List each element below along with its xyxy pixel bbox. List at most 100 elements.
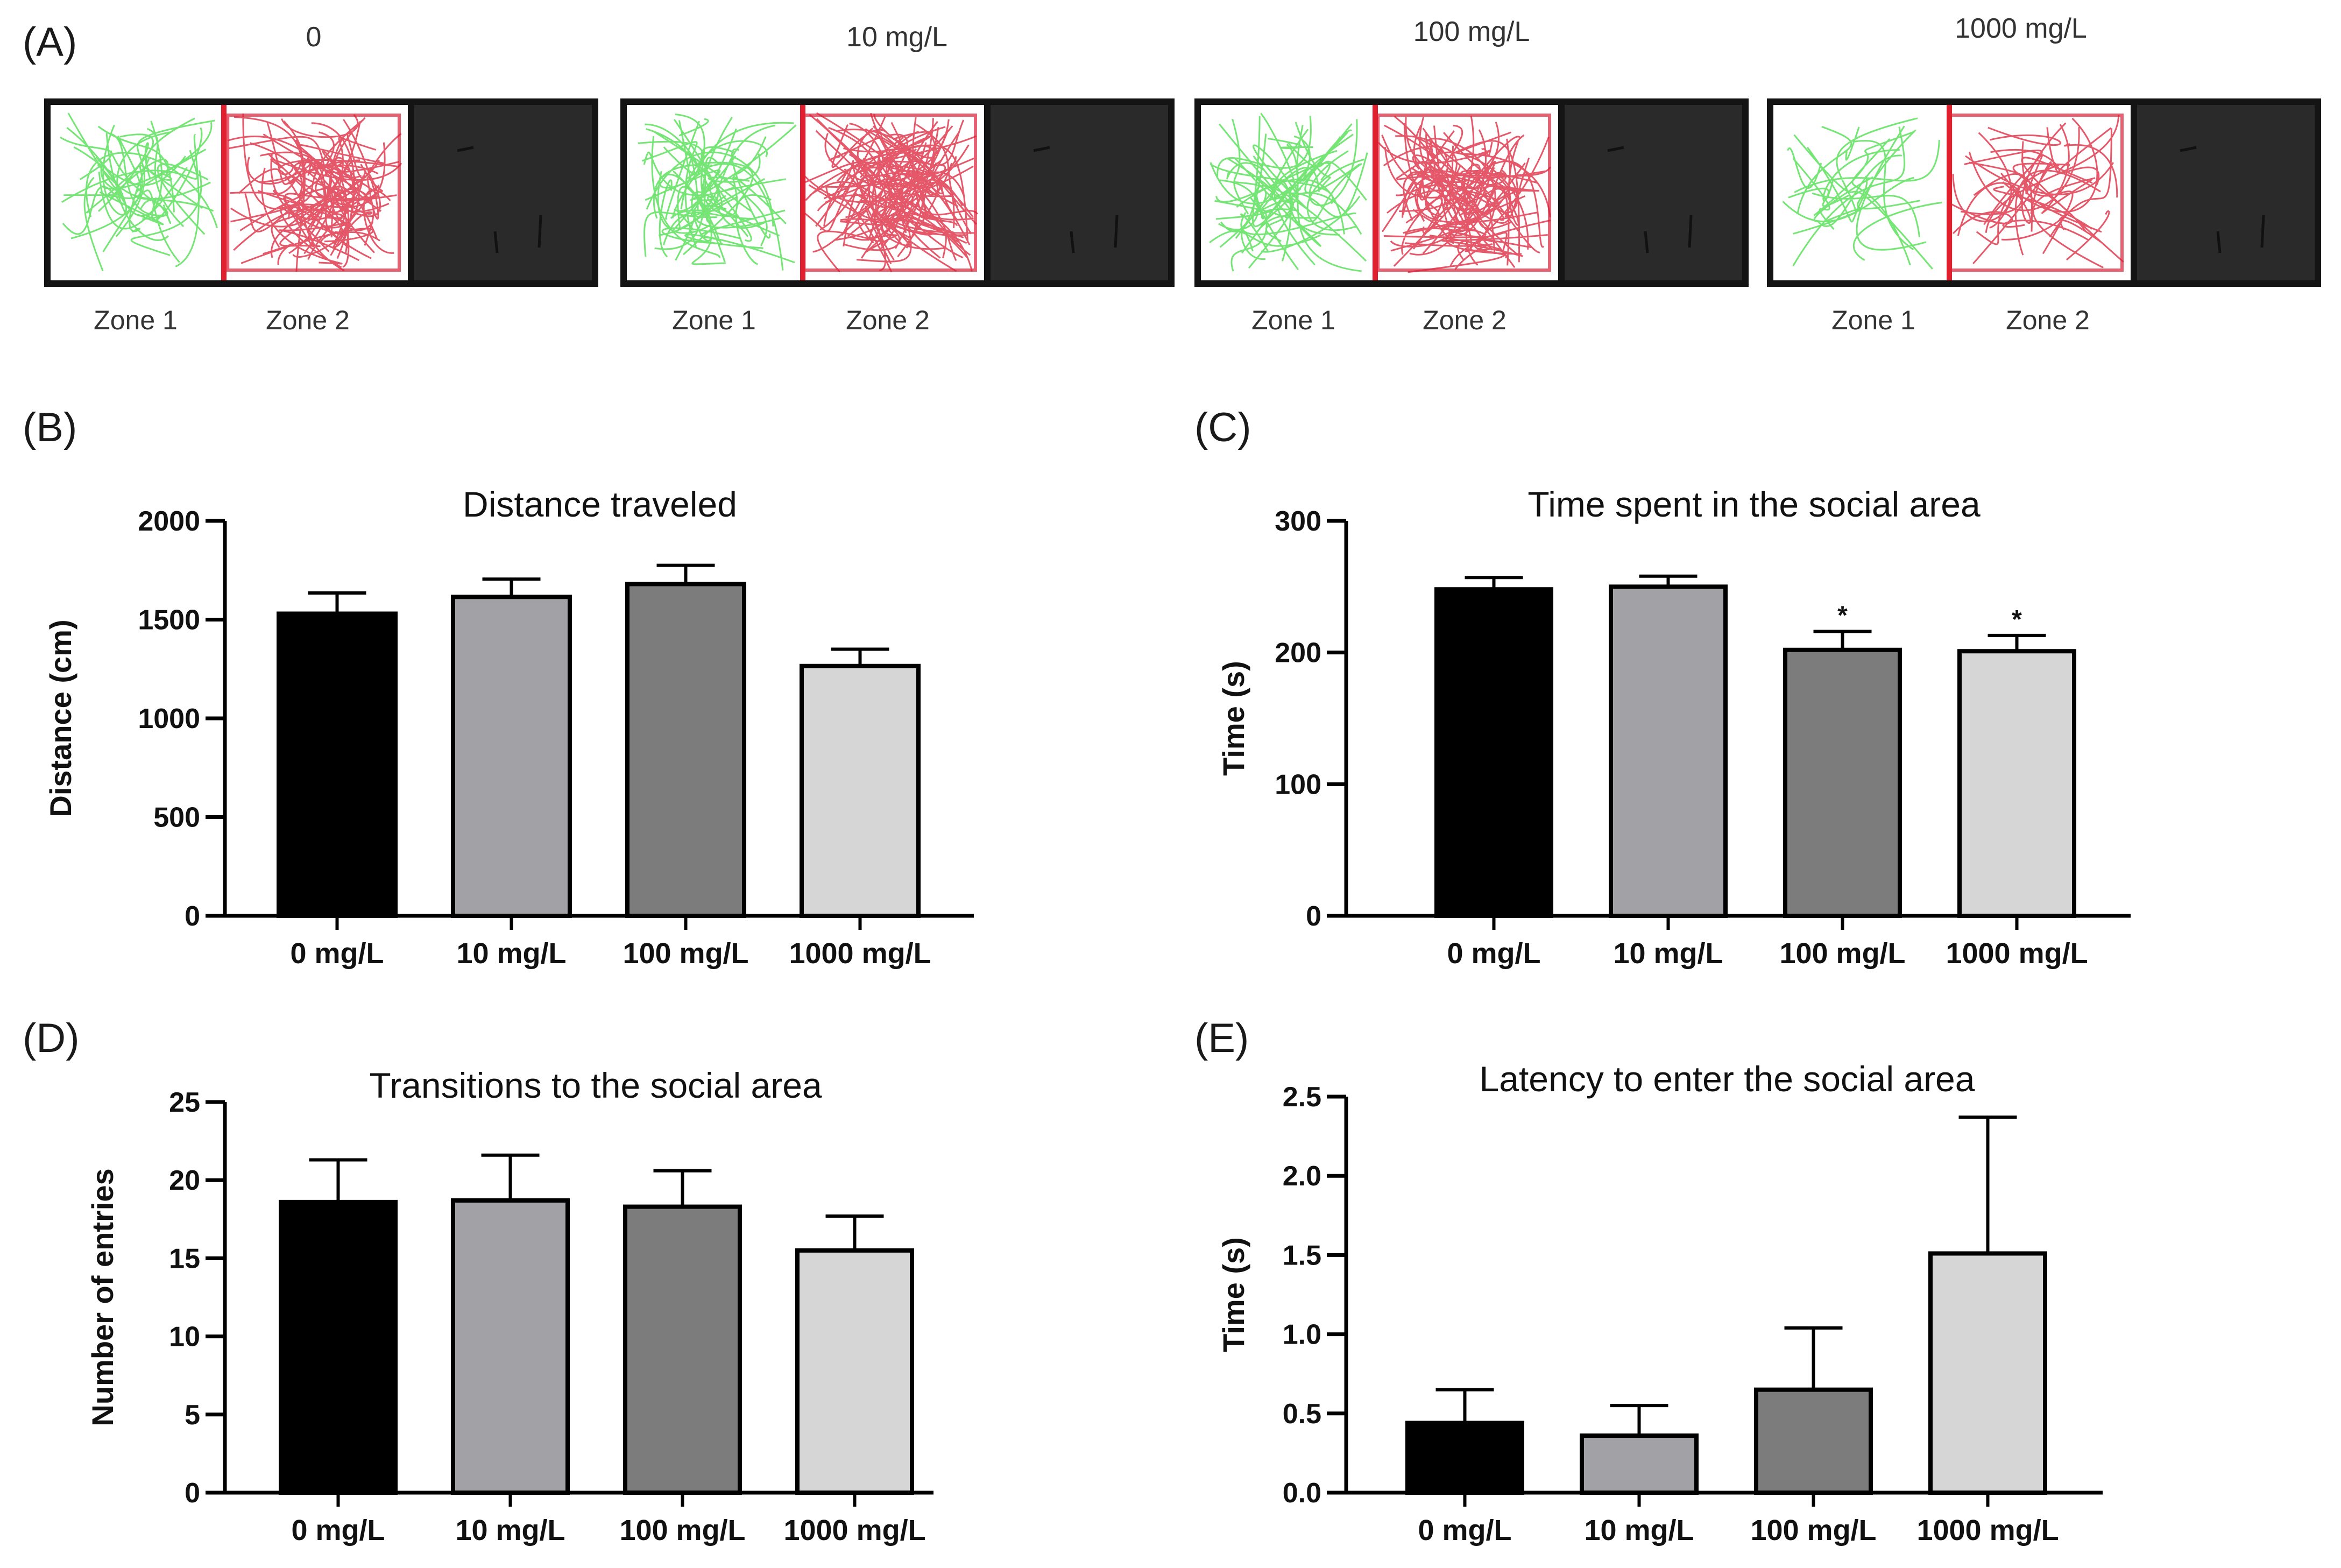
social-zone-tank bbox=[1565, 105, 1742, 280]
panel-label: (D) bbox=[23, 1015, 80, 1061]
category-label: 10 mg/L bbox=[1584, 1514, 1694, 1546]
y-tick-label: 200 bbox=[1275, 638, 1321, 669]
y-tick-label: 2.0 bbox=[1283, 1161, 1321, 1192]
arena-0-mg: 0 Zone 1 Zone 2 bbox=[44, 22, 598, 335]
bar bbox=[795, 1248, 914, 1495]
arena-0-zone2-label: Zone 2 bbox=[266, 305, 350, 335]
category-label: 100 mg/L bbox=[619, 1514, 745, 1546]
category-label: 10 mg/L bbox=[1613, 937, 1723, 970]
zone-divider bbox=[1373, 105, 1378, 280]
y-axis-label: Time (s) bbox=[1217, 1237, 1250, 1352]
category-label: 1000 mg/L bbox=[1916, 1514, 2059, 1546]
arena-10-zone2-label: Zone 2 bbox=[846, 305, 930, 335]
y-tick-label: 1.0 bbox=[1283, 1319, 1321, 1351]
bar bbox=[623, 1204, 742, 1495]
category-label: 1000 mg/L bbox=[789, 937, 931, 970]
social-zone-tank bbox=[991, 105, 1168, 280]
panel-label: (E) bbox=[1194, 1015, 1249, 1061]
zone-divider bbox=[800, 105, 805, 280]
bar bbox=[451, 1198, 570, 1495]
chart-distance-traveled: (B) Distance traveled Distance (cm) 0 mg/L 1… bbox=[23, 405, 974, 970]
arena-0-title: 0 bbox=[306, 22, 322, 53]
chart-latency-social-area: (E) Latency to enter the social area Time … bbox=[1194, 1015, 2103, 1546]
bar bbox=[625, 582, 746, 918]
arena-100-zone1-label: Zone 1 bbox=[1251, 305, 1335, 335]
y-axis-label: Time (s) bbox=[1217, 661, 1250, 776]
arena-10-title: 10 mg/L bbox=[846, 22, 947, 53]
bar bbox=[1928, 1251, 2047, 1495]
bar bbox=[1609, 584, 1728, 919]
y-tick-label: 2000 bbox=[138, 506, 200, 537]
social-zone-tank bbox=[414, 105, 592, 280]
y-tick-label: 0 bbox=[185, 901, 200, 932]
chart-title: Latency to enter the social area bbox=[1480, 1059, 1975, 1099]
category-label: 0 mg/L bbox=[1418, 1514, 1511, 1546]
y-tick-label: 1.5 bbox=[1283, 1240, 1321, 1271]
arena-1000-mg: 1000 mg/L Zone 1 Zone 2 bbox=[1767, 13, 2321, 335]
panel-a-label: (A) bbox=[23, 19, 77, 65]
bar bbox=[1405, 1421, 1524, 1495]
bar bbox=[451, 595, 572, 919]
panel-label: (B) bbox=[23, 405, 77, 450]
category-label: 1000 mg/L bbox=[1946, 937, 2088, 970]
panel-label: (C) bbox=[1194, 405, 1251, 450]
category-label: 100 mg/L bbox=[623, 937, 748, 970]
panel-a: (A) 0 Zone 1 Zone 2 10 mg/L Zone 1 Zone … bbox=[23, 13, 2321, 335]
category-label: 100 mg/L bbox=[1750, 1514, 1876, 1546]
bar bbox=[1580, 1433, 1699, 1495]
y-tick-label: 20 bbox=[169, 1165, 200, 1196]
arena-1000-zone2-label: Zone 2 bbox=[2006, 305, 2090, 335]
y-axis-label: Number of entries bbox=[86, 1168, 119, 1426]
y-tick-label: 500 bbox=[153, 802, 200, 834]
arena-10-mg: 10 mg/L Zone 1 Zone 2 bbox=[620, 22, 1175, 335]
y-tick-label: 1500 bbox=[138, 605, 200, 636]
zone-divider bbox=[1947, 105, 1952, 280]
significance-marker: * bbox=[1837, 602, 1848, 630]
arena-100-tracks bbox=[1209, 112, 1551, 273]
bar bbox=[1783, 647, 1902, 918]
category-label: 0 mg/L bbox=[1447, 937, 1540, 970]
arena-0-tracks bbox=[60, 112, 402, 272]
bar bbox=[800, 663, 921, 918]
arena-1000-title: 1000 mg/L bbox=[1955, 13, 2087, 44]
chart-time-social-area: (C) Time spent in the social area Time (s)… bbox=[1194, 405, 2131, 970]
category-label: 0 mg/L bbox=[291, 1514, 385, 1546]
y-tick-label: 25 bbox=[169, 1087, 200, 1118]
arena-100-mg: 100 mg/L Zone 1 Zone 2 bbox=[1194, 16, 1749, 335]
bar bbox=[1434, 587, 1553, 918]
chart-title: Transitions to the social area bbox=[369, 1065, 822, 1105]
y-tick-label: 10 bbox=[169, 1322, 200, 1353]
chart-transitions-social-area: (D) Transitions to the social area Number … bbox=[23, 1015, 933, 1546]
bar bbox=[1754, 1387, 1873, 1495]
bar bbox=[279, 1199, 398, 1495]
arena-100-title: 100 mg/L bbox=[1413, 16, 1530, 47]
category-label: 10 mg/L bbox=[456, 937, 566, 970]
chart-title: Time spent in the social area bbox=[1527, 484, 1981, 524]
bar bbox=[1957, 649, 2076, 918]
y-tick-label: 100 bbox=[1275, 769, 1321, 800]
category-label: 1000 mg/L bbox=[783, 1514, 925, 1546]
y-tick-label: 15 bbox=[169, 1243, 200, 1274]
y-tick-label: 5 bbox=[185, 1400, 200, 1431]
category-label: 10 mg/L bbox=[455, 1514, 565, 1546]
y-tick-label: 2.5 bbox=[1283, 1082, 1321, 1113]
arena-10-zone1-label: Zone 1 bbox=[672, 305, 756, 335]
y-tick-label: 0 bbox=[185, 1478, 200, 1509]
arena-1000-zone1-label: Zone 1 bbox=[1831, 305, 1915, 335]
category-label: 100 mg/L bbox=[1779, 937, 1905, 970]
arena-0-zone1-label: Zone 1 bbox=[94, 305, 178, 335]
y-axis-label: Distance (cm) bbox=[44, 619, 77, 817]
y-tick-label: 1000 bbox=[138, 703, 200, 734]
zone-divider bbox=[221, 105, 227, 280]
significance-marker: * bbox=[2012, 605, 2022, 634]
y-tick-label: 0.5 bbox=[1283, 1399, 1321, 1430]
bar bbox=[277, 611, 398, 918]
y-tick-label: 0 bbox=[1306, 901, 1321, 932]
category-label: 0 mg/L bbox=[290, 937, 384, 970]
y-tick-label: 0.0 bbox=[1283, 1478, 1321, 1509]
y-tick-label: 300 bbox=[1275, 506, 1321, 537]
arena-100-zone2-label: Zone 2 bbox=[1423, 305, 1507, 335]
social-zone-tank bbox=[2137, 105, 2315, 280]
chart-title: Distance traveled bbox=[463, 484, 737, 524]
